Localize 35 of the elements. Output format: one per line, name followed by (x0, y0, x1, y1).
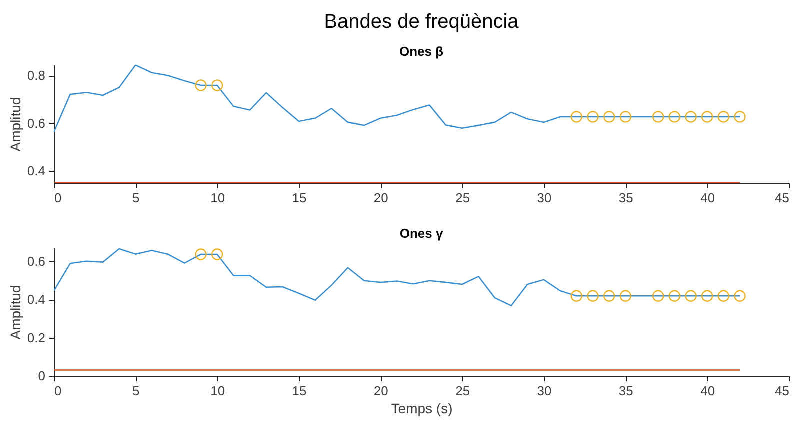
y-axis-title: Amplitud (7, 285, 24, 340)
chart-title: Ones γ (400, 226, 444, 241)
y-tick-label: 0.2 (27, 330, 46, 346)
x-tick-label: 15 (292, 384, 307, 398)
chart-subtitle: Ones β (399, 44, 444, 59)
x-tick-label: 25 (456, 190, 470, 206)
x-tick-label: 40 (700, 190, 716, 206)
line-series (54, 65, 741, 133)
x-axis-title: Temps (s) (391, 400, 453, 416)
x-tick-label: 35 (618, 384, 634, 398)
line-series (54, 248, 741, 307)
x-tick-label: 40 (700, 384, 716, 398)
y-tick-label: 0.4 (27, 292, 46, 308)
y-tick-label: 0.8 (27, 68, 46, 84)
y-tick-label: 0.4 (27, 164, 46, 179)
x-tick-label: 45 (775, 190, 790, 206)
x-tick-label: 10 (210, 384, 226, 398)
x-tick-label: 20 (374, 190, 388, 206)
x-tick-label: 5 (132, 190, 140, 206)
x-tick-label: 0 (54, 190, 62, 206)
y-tick-label: 0 (38, 368, 46, 384)
x-tick-label: 25 (456, 384, 470, 398)
x-tick-label: 20 (374, 384, 388, 398)
x-tick-label: 10 (210, 190, 226, 206)
x-tick-label: 35 (618, 190, 634, 206)
x-tick-label: 5 (132, 384, 140, 398)
y-axis-title: Amplitud (7, 97, 24, 152)
x-tick-label: 30 (537, 384, 552, 398)
x-tick-label: 30 (537, 190, 552, 206)
chart-title: Bandes de freqüència (324, 11, 520, 33)
x-tick-label: 0 (54, 384, 62, 398)
y-tick-label: 0.6 (27, 254, 46, 269)
x-tick-label: 45 (775, 384, 790, 398)
y-tick-label: 0.6 (27, 116, 46, 131)
x-tick-label: 15 (292, 190, 307, 206)
